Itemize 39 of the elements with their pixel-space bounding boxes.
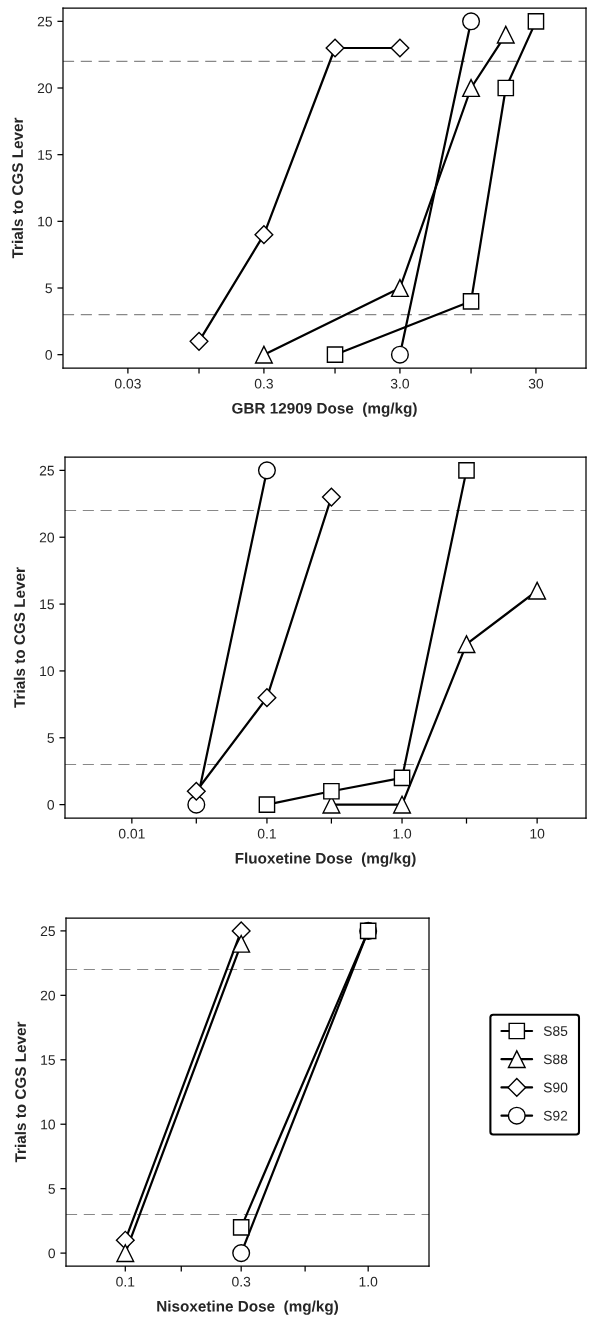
legend-label: S92 (543, 1110, 568, 1121)
legend-label: S85 (543, 1026, 568, 1036)
y-tick-label: 10 (38, 216, 53, 227)
y-tick-label: 5 (48, 1184, 55, 1194)
x-axis-title: GBR 12909 Dose (mg/kg) (232, 402, 417, 417)
y-tick-label: 15 (41, 1055, 55, 1065)
x-tick-label: 10 (530, 828, 545, 839)
y-tick-label: 10 (40, 666, 55, 677)
y-tick-label: 20 (39, 532, 55, 543)
legend-label: S90 (543, 1082, 568, 1093)
legend-label: S88 (543, 1054, 568, 1065)
x-tick-label: 3.0 (390, 378, 410, 389)
y-tick-label: 25 (37, 16, 52, 27)
y-tick-label: 5 (47, 733, 54, 743)
y-tick-label: 15 (40, 599, 54, 610)
x-tick-label: 0.01 (118, 828, 145, 839)
y-tick-label: 10 (41, 1119, 56, 1130)
y-tick-label: 20 (40, 990, 56, 1001)
x-tick-label: 0.1 (257, 828, 276, 839)
y-tick-label: 5 (45, 283, 52, 294)
x-tick-label: 0.3 (254, 378, 273, 389)
x-tick-label: 0.1 (116, 1276, 135, 1287)
x-tick-label: 30 (528, 378, 544, 389)
y-tick-label: 0 (48, 1248, 56, 1259)
y-tick-label: 25 (39, 465, 54, 476)
x-tick-label: 1.0 (393, 828, 412, 839)
x-tick-label: 1.0 (359, 1276, 378, 1287)
y-tick-label: 0 (45, 350, 53, 360)
y-axis-title: Trials to CGS Lever (13, 567, 26, 708)
x-tick-label: 0.3 (232, 1276, 251, 1287)
y-axis-title: Trials to CGS Lever (14, 1021, 27, 1163)
x-tick-label: 0.03 (114, 378, 141, 389)
y-axis-title: Trials to CGS Lever (11, 117, 24, 259)
x-axis-title: Nisoxetine Dose (mg/kg) (157, 1300, 339, 1315)
y-tick-label: 15 (38, 150, 52, 160)
x-axis-title: Fluoxetine Dose (mg/kg) (235, 852, 416, 867)
y-tick-label: 20 (37, 83, 53, 94)
y-tick-label: 25 (40, 926, 55, 937)
y-tick-label: 0 (47, 799, 55, 810)
